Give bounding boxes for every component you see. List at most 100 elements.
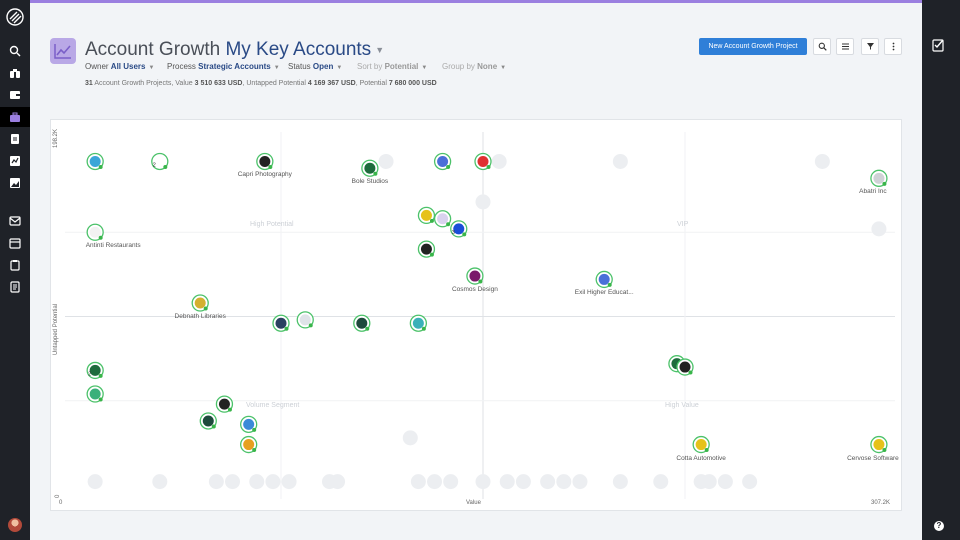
more-options-button[interactable]	[884, 38, 902, 55]
view-selector[interactable]: My Key Accounts	[225, 39, 372, 60]
account-bubble[interactable]	[296, 311, 314, 329]
account-bubble[interactable]	[86, 223, 104, 241]
account-bubble[interactable]	[256, 152, 274, 171]
ghost-bubble	[814, 153, 830, 169]
ghost-bubble	[208, 474, 224, 490]
account-bubble[interactable]	[240, 415, 258, 433]
chart-icon[interactable]	[7, 153, 23, 169]
account-bubble[interactable]	[409, 314, 428, 332]
new-project-button[interactable]: New Account Growth Project	[699, 38, 807, 55]
status-dot	[882, 181, 887, 186]
calendar-icon[interactable]	[7, 235, 23, 251]
status-dot	[227, 407, 232, 412]
account-bubble[interactable]	[199, 412, 217, 430]
filter-status[interactable]: Status Open ▼	[288, 62, 342, 71]
account-bubble[interactable]	[191, 294, 209, 312]
chevron-down-icon[interactable]: ▼	[336, 65, 343, 71]
right-panel-bar: ?	[922, 0, 960, 540]
chevron-down-icon[interactable]: ▼	[375, 44, 385, 55]
summary-text: , Potential	[355, 80, 389, 87]
mail-icon[interactable]	[7, 213, 23, 229]
filter-owner-value[interactable]: All Users	[110, 62, 146, 71]
account-bubble[interactable]	[361, 159, 379, 177]
wallet-icon[interactable]	[7, 87, 23, 103]
ghost-bubble	[653, 474, 669, 490]
company-logo	[299, 314, 311, 326]
account-bubble[interactable]: 2	[151, 152, 169, 171]
account-bubble[interactable]	[474, 152, 492, 171]
account-bubble[interactable]	[215, 395, 234, 413]
list-view-button[interactable]	[836, 38, 854, 55]
search-icon[interactable]	[7, 43, 23, 59]
company-logo	[437, 213, 449, 225]
status-dot	[429, 252, 434, 257]
account-bubble[interactable]	[86, 385, 104, 403]
status-dot	[268, 164, 273, 169]
search-button[interactable]	[813, 38, 831, 55]
ghost-bubble	[475, 474, 491, 490]
account-bubble[interactable]	[870, 169, 888, 187]
filter-process-value[interactable]: Strategic Accounts	[198, 62, 271, 71]
ghost-bubble	[225, 474, 241, 490]
group-value[interactable]: None	[477, 62, 498, 71]
group-label: Group by	[442, 62, 475, 71]
account-bubble[interactable]: 3	[450, 220, 468, 238]
company-logo	[364, 162, 376, 174]
growth-chart-icon	[50, 38, 76, 64]
quadrant-label-high-value: High Value	[665, 402, 699, 409]
ghost-bubble	[249, 474, 265, 490]
account-name-label: Cosmos Design	[451, 286, 498, 294]
ghost-bubble	[717, 474, 733, 490]
chevron-down-icon[interactable]: ▼	[273, 65, 280, 71]
account-bubble[interactable]	[466, 267, 484, 285]
company-logo	[194, 297, 206, 309]
help-icon[interactable]: ?	[934, 521, 944, 531]
sort-value[interactable]: Potential	[384, 62, 419, 71]
account-bubble[interactable]	[240, 435, 258, 454]
account-bubble[interactable]	[870, 435, 888, 454]
filter-owner-label: Owner	[85, 62, 109, 71]
account-bubble[interactable]	[417, 240, 436, 258]
page-title[interactable]: Account Growth My Key Accounts ▼	[85, 39, 384, 61]
status-dot	[98, 164, 103, 169]
account-name-label: Capri Photography	[237, 171, 292, 179]
clipboard-icon[interactable]	[7, 257, 23, 273]
bubble-chart: 2 3 2	[65, 132, 895, 499]
status-dot	[98, 235, 103, 240]
account-bubble[interactable]: 2	[86, 361, 104, 380]
ghost-bubble	[871, 221, 887, 237]
binoculars-icon[interactable]	[7, 65, 23, 81]
sort-selector[interactable]: Sort by Potential ▼	[357, 62, 427, 71]
image-icon[interactable]	[7, 175, 23, 191]
account-bubble[interactable]	[353, 314, 371, 332]
chevron-down-icon[interactable]: ▼	[500, 65, 507, 71]
account-bubble[interactable]	[676, 358, 694, 376]
chevron-down-icon[interactable]: ▼	[148, 65, 155, 71]
account-name-label: Abatri Inc	[859, 188, 887, 196]
account-bubble[interactable]	[86, 152, 104, 171]
notes-icon[interactable]	[7, 279, 23, 295]
account-bubble[interactable]	[417, 206, 436, 225]
company-logo	[89, 155, 101, 167]
filter-owner[interactable]: Owner All Users ▼	[85, 62, 154, 71]
account-bubble[interactable]	[595, 270, 613, 289]
user-avatar[interactable]	[8, 518, 22, 532]
filter-button[interactable]	[861, 38, 879, 55]
account-bubble[interactable]	[433, 210, 452, 228]
filter-status-value[interactable]: Open	[312, 62, 334, 71]
task-checklist-icon[interactable]	[932, 38, 946, 52]
account-bubble[interactable]	[433, 152, 452, 171]
company-logo	[356, 317, 368, 329]
document-icon[interactable]	[7, 131, 23, 147]
briefcase-icon[interactable]	[7, 109, 23, 125]
summary-line: 31 Account Growth Projects, Value 3 510 …	[85, 80, 437, 87]
group-selector[interactable]: Group by None ▼	[442, 62, 506, 71]
quadrant-label-volume-segment: Volume Segment	[246, 402, 300, 409]
account-bubble[interactable]	[692, 435, 710, 454]
chevron-down-icon[interactable]: ▼	[421, 65, 428, 71]
filter-process[interactable]: Process Strategic Accounts ▼	[167, 62, 280, 71]
summary-text: , Untapped Potential	[242, 80, 308, 87]
ghost-bubble	[701, 474, 717, 490]
account-bubble[interactable]	[272, 314, 290, 332]
app-logo[interactable]	[6, 8, 24, 26]
